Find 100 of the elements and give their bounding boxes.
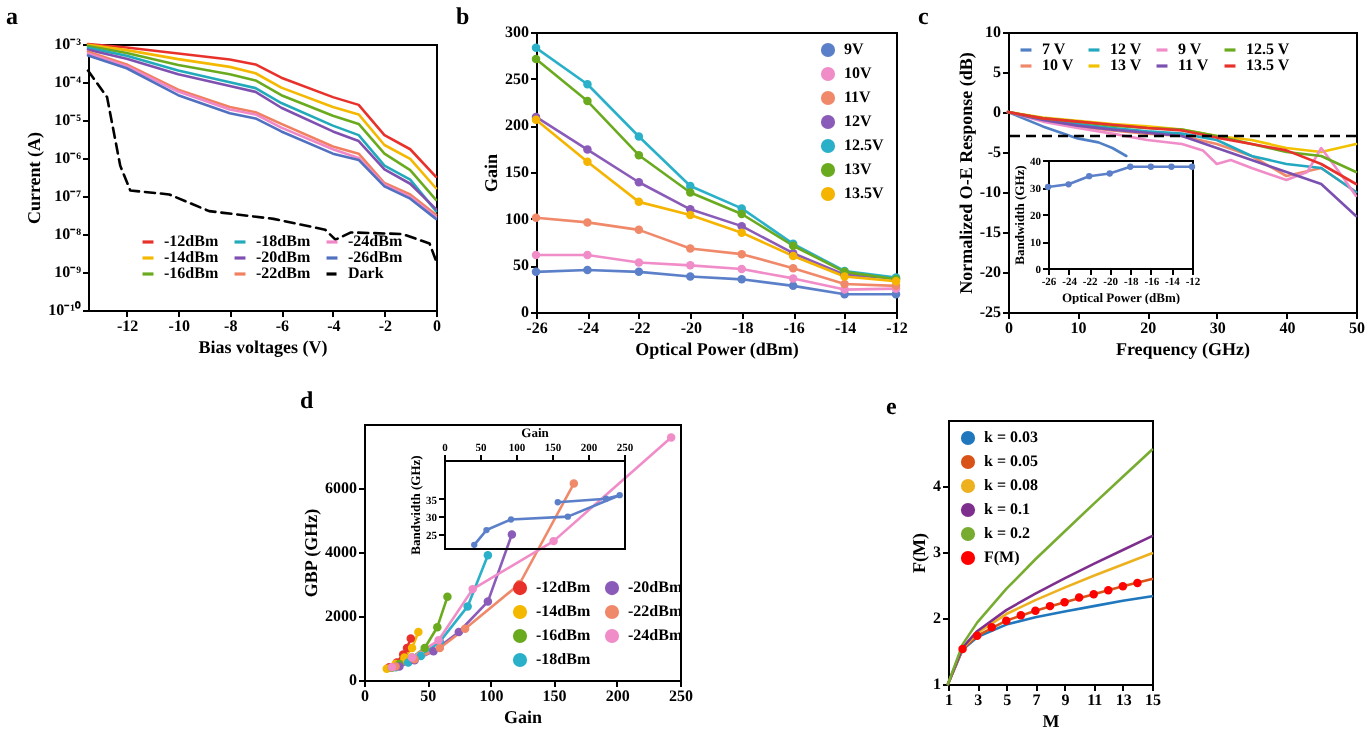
y-tick-label: 200 (505, 116, 529, 135)
x-tick-label: -24 (577, 319, 600, 337)
point (483, 597, 493, 606)
x-tick-label: 1 (945, 691, 953, 709)
y-tick-label: 10⁻⁶ (54, 149, 83, 167)
legend-label: k = 0.05 (984, 452, 1039, 470)
point (1044, 183, 1052, 191)
point (634, 178, 644, 187)
y-tick-label: 250 (505, 69, 529, 88)
point (531, 213, 541, 222)
legend-label: -22dBm (628, 602, 683, 620)
x-tick-label: 11 (1087, 691, 1103, 709)
y-tick-label: 4 (933, 477, 941, 495)
point (435, 643, 445, 653)
point (840, 279, 849, 289)
legend-label: 12V (844, 112, 872, 130)
point (737, 228, 746, 237)
x-axis-title: Frequency (GHz) (1115, 339, 1251, 359)
point (958, 644, 967, 654)
point (471, 541, 478, 548)
legend-label: -20dBm (628, 578, 683, 597)
point (507, 516, 515, 523)
x-tick-label: 0 (361, 687, 369, 705)
point (972, 631, 982, 641)
chart-title: b (456, 2, 470, 30)
point (1118, 582, 1128, 591)
point (549, 536, 558, 546)
point (406, 634, 416, 643)
x-tick-label: 9 (1061, 691, 1070, 709)
point (788, 274, 798, 283)
point (468, 584, 477, 594)
legend-label: 13V (844, 160, 872, 178)
x-tick-label: -6 (275, 317, 290, 335)
point (583, 145, 592, 154)
legend-label: k = 0.03 (984, 428, 1039, 446)
y-tick-label: 6000 (325, 479, 357, 497)
point (1065, 181, 1072, 188)
point (788, 263, 798, 273)
legend-label: 10 V (1042, 56, 1074, 74)
point (737, 209, 746, 219)
y-tick-label: 100 (505, 209, 529, 228)
point (483, 550, 493, 560)
legend-label: 9V (844, 40, 864, 58)
x-axis-title: Gain (503, 707, 543, 727)
point (1031, 606, 1040, 615)
x-tick-label: -4 (327, 317, 341, 335)
point (531, 43, 541, 53)
chart-title: c (918, 2, 929, 30)
point (616, 492, 623, 499)
legend-label: -24dBm (628, 626, 683, 644)
y-axis-title: F(M) (909, 533, 929, 573)
y-axis-title: Normalized O-E Response (dB) (955, 52, 976, 294)
y-tick-label: -25 (979, 303, 1001, 321)
legend-label: 11 V (1178, 56, 1209, 74)
legend-label: 10V (844, 64, 872, 82)
y-tick-label: 10 (985, 23, 1001, 41)
legend-label: -20dBm (256, 248, 311, 266)
y-tick-label: 10⁻⁸ (54, 225, 83, 243)
legend-label: 12.5 V (1246, 40, 1290, 58)
y-tick-label: 5 (993, 63, 1001, 81)
point (666, 433, 676, 442)
legend-label: -18dBm (536, 650, 591, 668)
legend-label: -12dBm (164, 232, 219, 250)
legend-label: -16dBm (164, 264, 219, 282)
legend-label: -24dBm (348, 232, 403, 250)
legend-label: -18dBm (256, 232, 311, 250)
chart-title: d (300, 386, 314, 414)
legend-label: 11V (844, 88, 872, 106)
x-tick-label: -16 (783, 319, 805, 337)
point (1002, 616, 1011, 625)
x-tick-label: 20 (1140, 319, 1157, 337)
point (634, 258, 644, 267)
point (1106, 170, 1113, 177)
y-tick-label: -5 (987, 143, 1001, 161)
point (686, 272, 695, 281)
point (443, 592, 452, 602)
point (1074, 593, 1084, 602)
y-tick-label: 0 (349, 671, 357, 689)
y-axis-title: GBP (GHz) (301, 508, 321, 598)
legend-label: k = 0.2 (984, 524, 1031, 542)
x-tick-label: 200 (605, 687, 630, 705)
point (1188, 163, 1196, 170)
legend-label: Dark (348, 264, 385, 282)
point (686, 210, 695, 220)
legend-label: k = 0.1 (984, 500, 1031, 518)
y-tick-label: 4000 (325, 543, 357, 561)
x-tick-label: -12 (116, 317, 139, 335)
point (737, 249, 746, 259)
point (634, 132, 644, 141)
y-tick-label: -10 (979, 183, 1001, 201)
y-tick-label: 300 (505, 23, 529, 41)
chart-title: e (886, 392, 897, 420)
legend-label: 12.5V (844, 136, 884, 154)
y-tick-label: 10⁻¹⁰ (48, 301, 81, 319)
legend-label: -26dBm (348, 248, 403, 266)
point (531, 250, 541, 260)
y-tick-label: -15 (979, 223, 1001, 241)
chart-title: a (6, 2, 18, 30)
point (583, 265, 592, 275)
legend-label: 13 V (1110, 56, 1142, 74)
